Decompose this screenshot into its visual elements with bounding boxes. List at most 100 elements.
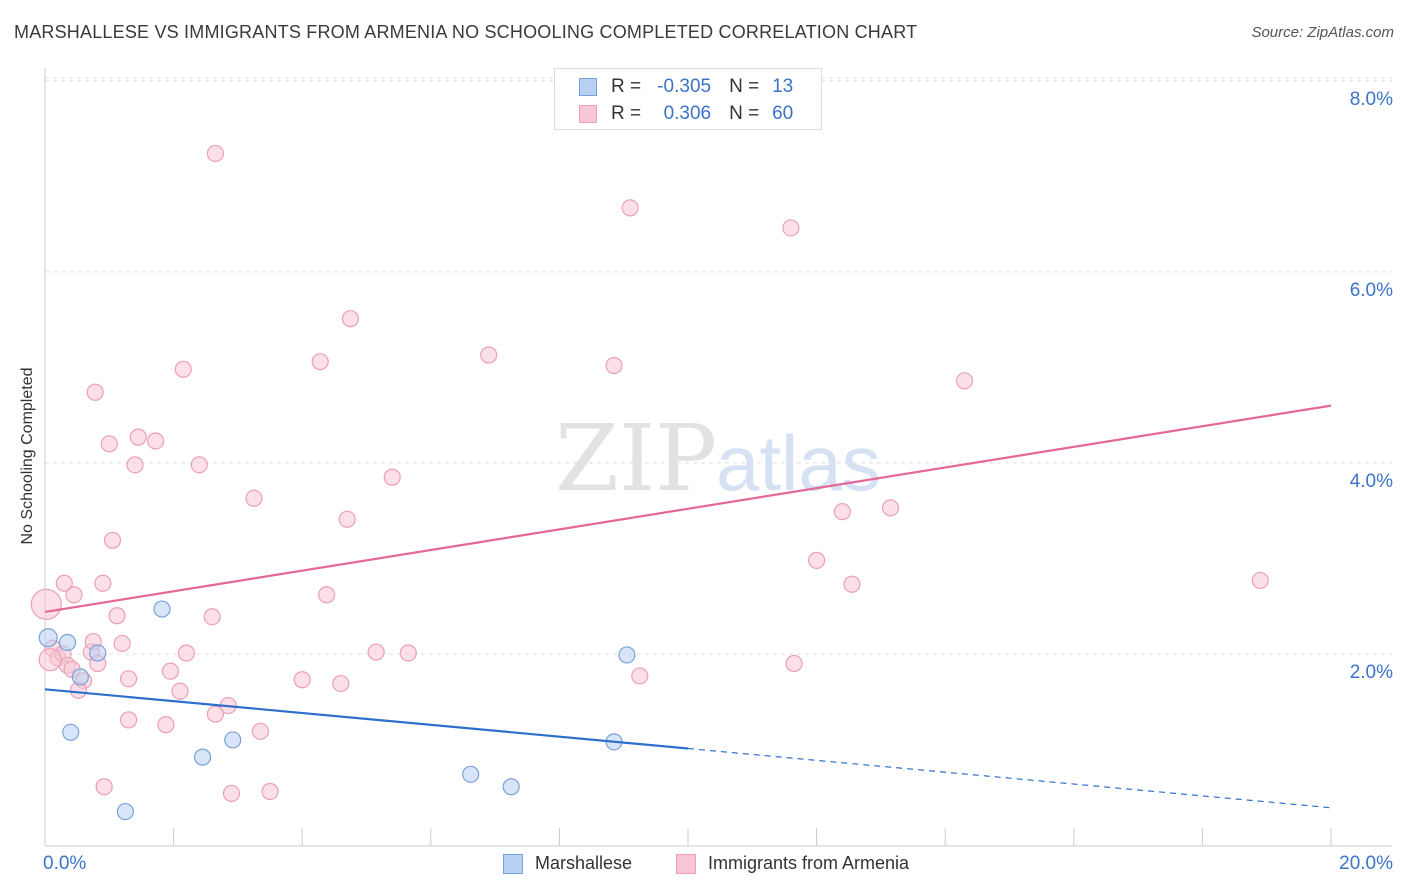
chart-title: MARSHALLESE VS IMMIGRANTS FROM ARMENIA N…: [14, 22, 918, 42]
marshallese-point: [38, 628, 58, 648]
y-tick-label: 2.0%: [1350, 662, 1393, 683]
armenia-point: [293, 671, 311, 689]
grid-lines: [45, 77, 1392, 655]
armenia-point: [65, 586, 83, 604]
bottom-legend-swatch-pink: [676, 853, 696, 874]
bottom-legend-label: Immigrants from Armenia: [708, 853, 910, 873]
armenia-point: [311, 353, 329, 371]
armenia-point: [203, 608, 221, 626]
armenia-point: [807, 551, 826, 569]
armenia-point: [605, 356, 623, 375]
y-tick-label: 8.0%: [1350, 89, 1393, 110]
armenia-point: [341, 310, 360, 328]
bottom-legend-label: Marshallese: [535, 853, 633, 873]
armenia-point: [383, 468, 401, 486]
armenia-point: [126, 456, 144, 474]
y-tick-label: 4.0%: [1350, 471, 1393, 492]
marshallese-point: [153, 600, 171, 618]
legend-n-label: N =: [729, 103, 760, 124]
bottom-legend-marshallese: Marshallese: [503, 853, 632, 874]
armenia-point: [129, 428, 147, 446]
armenia-point: [261, 782, 279, 801]
marshallese-point: [618, 646, 636, 664]
armenia-point: [318, 586, 336, 604]
source-label: Source: ZipAtlas.com: [1251, 24, 1394, 41]
armenia-point: [55, 574, 73, 592]
watermark-atlas: atlas: [716, 419, 881, 507]
armenia-point: [621, 199, 639, 217]
armenia-point: [161, 662, 179, 680]
armenia-point: [251, 722, 270, 740]
armenia-point: [146, 432, 165, 450]
data-points: [30, 144, 1269, 821]
armenia-point: [1251, 571, 1269, 590]
y-tick-label: 6.0%: [1350, 280, 1393, 301]
legend-row-marshallese: R = -0.305 N = 13: [579, 74, 793, 100]
armenia-point: [332, 674, 350, 693]
watermark: ZIP atlas: [555, 405, 881, 512]
armenia-point: [100, 435, 118, 453]
armenia-point: [171, 682, 189, 700]
marshallese-point: [62, 723, 80, 741]
stats-legend: R = -0.305 N = 13 R = 0.306 N = 60: [554, 68, 822, 130]
marshallese-point: [71, 668, 89, 686]
armenia-point: [190, 456, 208, 474]
armenia-point: [174, 360, 192, 378]
marshallese-trend-line: [44, 688, 689, 750]
armenia-point: [222, 784, 241, 803]
legend-r-value: 0.306: [663, 103, 712, 124]
legend-n-value: 13: [772, 76, 794, 97]
armenia-point: [480, 346, 498, 364]
legend-n-value: 60: [772, 103, 794, 124]
armenia-point: [86, 383, 104, 401]
legend-r-label: R =: [611, 103, 642, 124]
armenia-point: [338, 510, 356, 528]
marshallese-point: [462, 765, 480, 783]
armenia-point: [119, 670, 138, 688]
armenia-point: [785, 654, 803, 673]
marshallese-point: [116, 802, 134, 821]
bottom-legend: Marshallese Immigrants from Armenia: [0, 850, 1406, 878]
marshallese-trend-extension: [687, 747, 1332, 809]
armenia-point: [30, 588, 62, 620]
marshallese-point: [224, 731, 242, 749]
armenia-point: [843, 575, 861, 593]
armenia-point: [95, 778, 113, 796]
armenia-point: [399, 644, 417, 662]
legend-r-label: R =: [611, 76, 642, 97]
tick-labels: 2.0% 4.0% 6.0% 8.0% 0.0% 20.0%: [43, 89, 1393, 874]
x-tick-label: 20.0%: [1339, 853, 1393, 874]
armenia-point: [177, 644, 196, 662]
watermark-zip: ZIP: [555, 405, 717, 512]
legend-swatch-pink: [579, 105, 597, 123]
marshallese-point: [502, 778, 520, 796]
axes: [44, 68, 1392, 847]
legend-swatch-blue: [579, 78, 597, 96]
armenia-point: [113, 634, 131, 653]
legend-n-label: N =: [729, 76, 760, 97]
legend-r-value: -0.305: [657, 76, 712, 97]
armenia-point: [119, 711, 138, 729]
armenia-point: [103, 531, 122, 549]
armenia-point: [94, 574, 112, 592]
marshallese-point: [58, 633, 77, 652]
armenia-point: [206, 144, 224, 163]
marshallese-point: [193, 748, 212, 766]
bottom-legend-armenia: Immigrants from Armenia: [676, 853, 909, 874]
armenia-point: [38, 648, 62, 672]
bottom-legend-swatch-blue: [503, 853, 523, 874]
armenia-point: [955, 372, 974, 390]
armenia-point: [881, 499, 900, 517]
armenia-point: [206, 705, 224, 723]
armenia-point: [833, 503, 851, 521]
marshallese-point: [89, 644, 107, 662]
armenia-point: [245, 489, 263, 507]
armenia-point: [157, 716, 175, 734]
armenia-point: [782, 219, 800, 237]
armenia-trend-line: [44, 404, 1332, 614]
trend-lines: [44, 404, 1332, 809]
legend-row-armenia: R = 0.306 N = 60: [579, 101, 793, 127]
armenia-point: [367, 643, 385, 661]
armenia-point: [631, 667, 649, 685]
